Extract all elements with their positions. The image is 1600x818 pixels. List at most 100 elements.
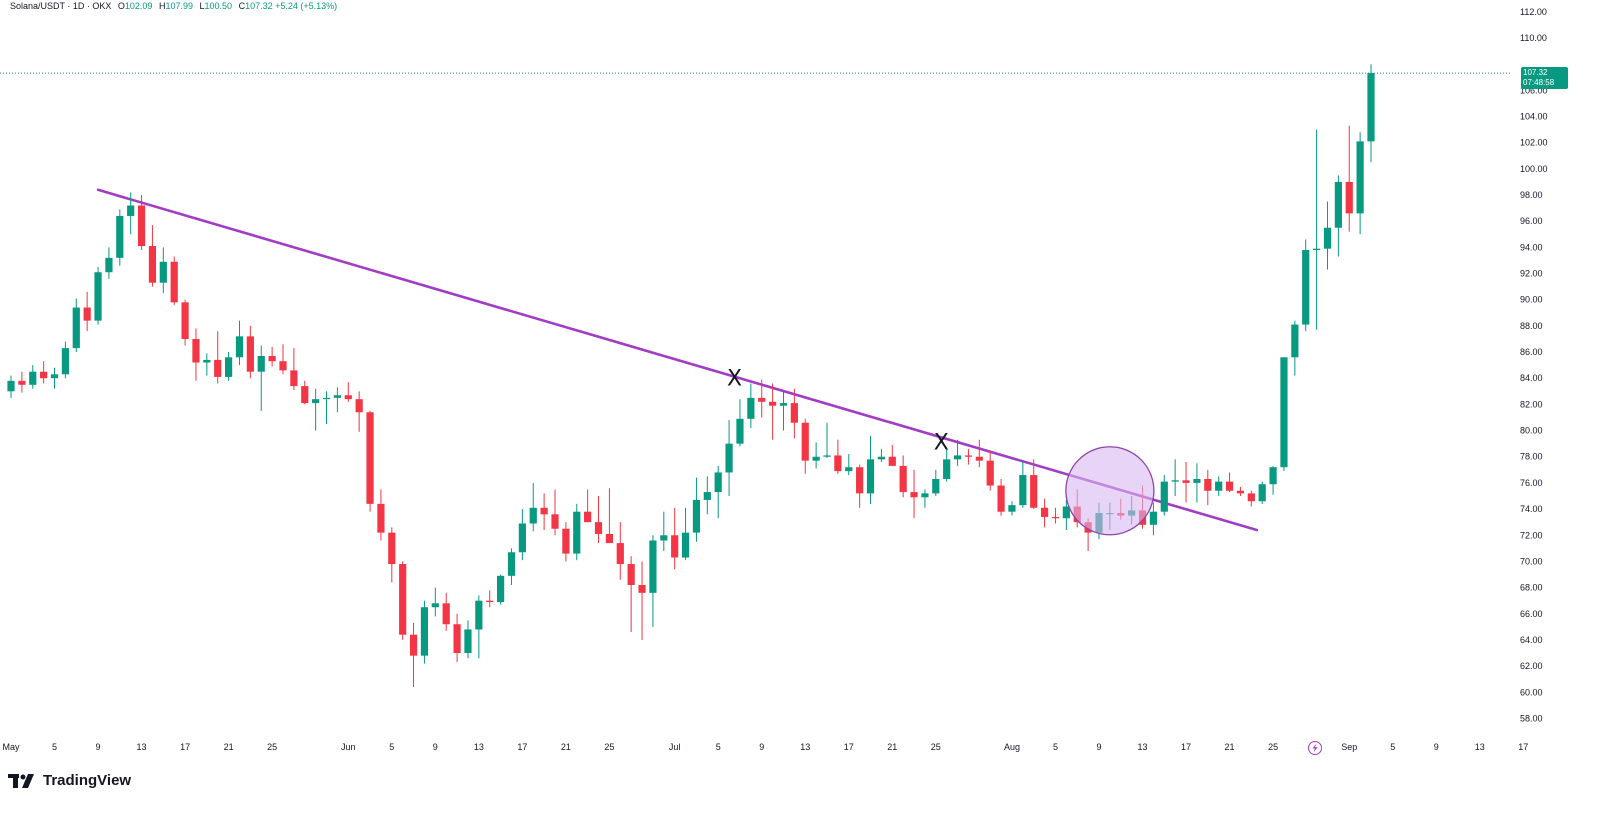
candle [681,507,690,561]
high-value: 107.99 [165,1,193,11]
candle-body [214,359,222,377]
candles-layer [7,64,1375,688]
candle [50,367,59,389]
candle-body [921,493,929,498]
candle [703,476,711,515]
candle [790,388,798,439]
candle-body [1204,478,1212,491]
price-tick-label: 112.00 [1520,7,1547,17]
candle [834,439,842,474]
candle [388,527,396,583]
candle-body [692,499,701,533]
candle-body [736,418,744,444]
candle [225,352,233,381]
candle-body [1291,324,1299,358]
time-tick-label: 5 [1390,742,1395,752]
candle [1171,459,1179,496]
candle-body [7,380,15,392]
time-tick-label: 13 [474,742,484,752]
time-axis[interactable]: May 5 9 13 17 21 25 Jun 5 9 13 17 21 25 Jul 5 9 13 17 21 25 A… [2,742,1528,752]
price-tick-label: 88.00 [1520,321,1543,331]
time-tick-label: 9 [433,742,438,752]
candle [910,469,918,519]
candle [1149,502,1157,536]
candle [366,410,374,512]
brand-name: TradingView [43,772,132,789]
candle [214,331,222,384]
candle [518,509,526,561]
candle-body [551,514,559,529]
candle [540,493,548,531]
price-axis[interactable]: 58.00 60.00 62.00 64.00 66.00 68.00 70.00 72.00… [1520,7,1548,724]
candle-body [790,403,798,423]
candle-body [584,511,592,523]
candle-body [507,552,516,576]
candle [769,383,777,440]
price-tick-label: 94.00 [1520,242,1543,252]
price-tick-label: 62.00 [1520,661,1543,671]
price-tick-label: 100.00 [1520,164,1548,174]
candle [975,439,983,468]
candle [268,346,276,367]
candle-body [1323,227,1332,249]
candle-body [312,399,320,404]
candle [127,192,135,235]
time-tick-label: 17 [844,742,854,752]
candle-body [366,412,374,504]
candle [714,465,722,519]
candle-body [866,459,875,494]
candle-body [464,629,472,654]
candle-body [1280,357,1288,468]
candle-body [203,359,211,363]
candle [562,522,570,562]
candle [1302,239,1310,332]
candle [823,422,831,459]
candle-body [779,403,788,406]
lightning-icon[interactable] [1308,741,1322,755]
candle [148,225,157,287]
candle-body [1247,493,1255,502]
candle [866,435,875,504]
candle-body [1236,490,1245,494]
candle-body [616,543,624,565]
candle [1258,481,1266,504]
price-tick-label: 64.00 [1520,635,1543,645]
candle-body [116,215,124,258]
low-value: 100.50 [204,1,233,11]
candle-body [18,380,26,385]
candle [322,391,331,425]
candle [290,348,298,391]
candle-body [1367,73,1375,142]
candle [573,503,581,561]
candle-body [964,455,973,457]
candle [964,448,973,465]
price-tick-label: 98.00 [1520,190,1543,200]
symbol-title: Solana/USDT · 1D · OKX [10,1,112,11]
annotation-x-mark: X [934,431,949,456]
candle [899,455,907,498]
trendline-layer [96,188,1259,532]
candle [1204,469,1212,506]
low-label: L [199,1,205,11]
time-tick-label: 25 [267,742,277,752]
candle [725,420,733,496]
change-value: +5.24 (+5.13%) [275,1,338,11]
candle [105,247,113,279]
candle-body [61,348,69,375]
tradingview-logo[interactable]: TradingView [8,772,131,789]
candle-body [649,540,657,593]
candle [877,448,885,462]
candle-body [997,485,1005,512]
price-tick-label: 96.00 [1520,216,1543,226]
candle-body [1019,475,1027,506]
time-tick-label: 13 [137,742,147,752]
candle-body [594,522,603,534]
price-tick-label: 104.00 [1520,112,1548,122]
candle [758,379,766,418]
price-tick-label: 90.00 [1520,295,1543,305]
candle [61,341,69,379]
candle [1367,64,1375,163]
close-label: C [238,1,246,11]
time-tick-label: 25 [604,742,614,752]
